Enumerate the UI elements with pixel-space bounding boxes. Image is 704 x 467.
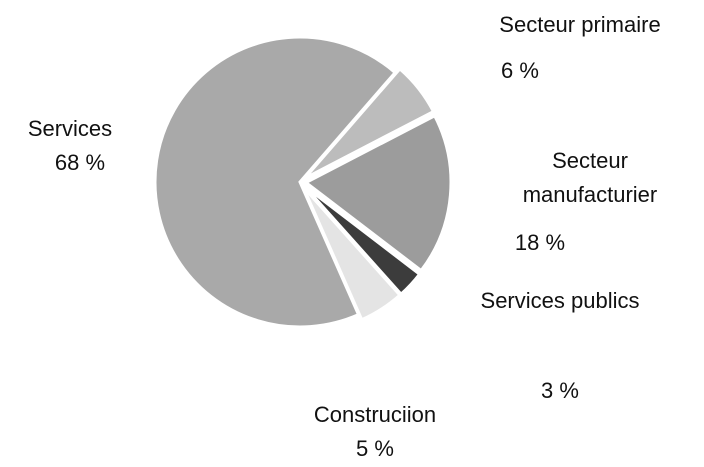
- value-label: 6 %: [501, 58, 539, 83]
- pie-slice: [303, 184, 422, 297]
- value-label: 5 %: [356, 436, 394, 461]
- slice-label: Secteur manufacturier: [522, 148, 658, 207]
- slice-label: Services publics: [480, 288, 640, 313]
- value-label: 18 %: [514, 230, 566, 255]
- pie-slice: [301, 186, 403, 322]
- pie-slice: [153, 35, 398, 329]
- slice-label: Services: [27, 116, 113, 141]
- value-label: 68 %: [54, 150, 106, 175]
- slice-label: Secteur primaire: [499, 12, 661, 37]
- value-label: 3 %: [541, 378, 579, 403]
- pie-slice: [303, 66, 436, 180]
- pie-slice: [303, 113, 453, 273]
- slice-label: Construciion: [313, 402, 437, 427]
